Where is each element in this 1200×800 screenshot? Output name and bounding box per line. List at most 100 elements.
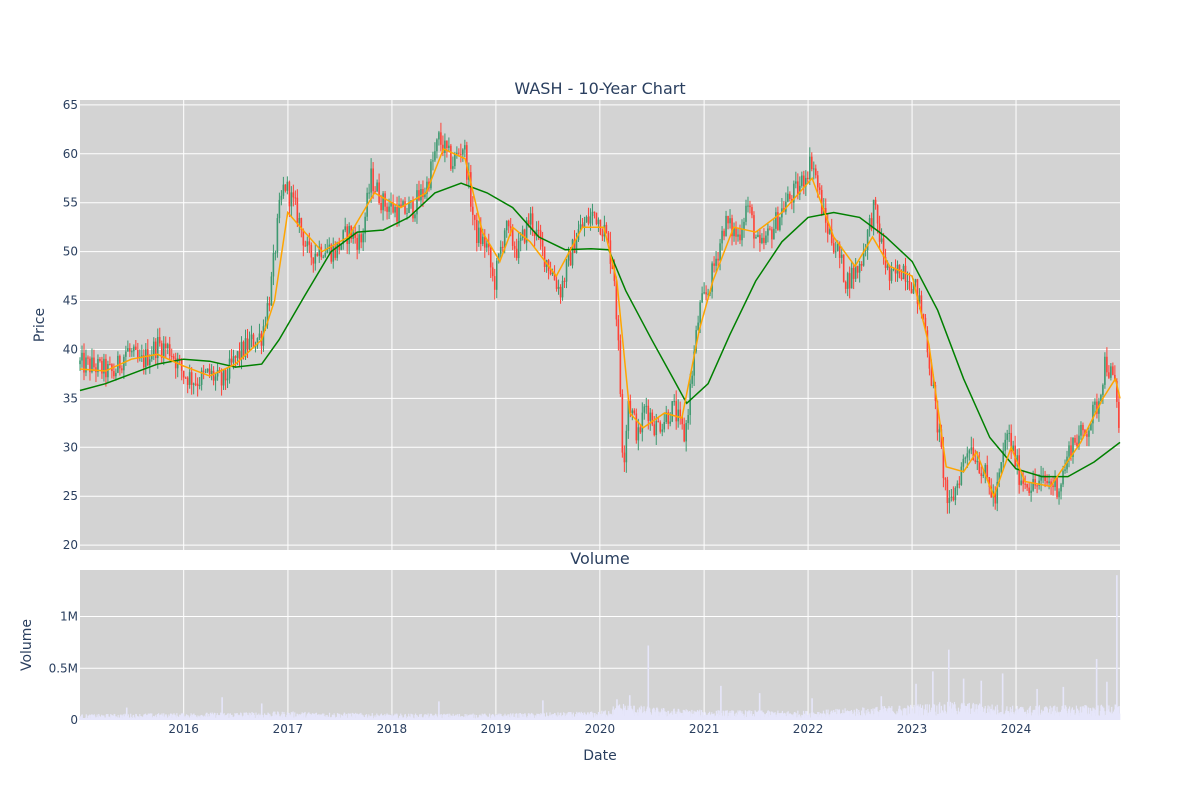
volume-bar <box>294 712 296 720</box>
candle-up-body <box>236 351 239 358</box>
volume-bar <box>201 715 204 720</box>
candle-up-body <box>914 279 917 283</box>
candle-up-body <box>1032 479 1034 491</box>
candle-up-body <box>846 273 849 289</box>
candle-down-body <box>797 181 799 195</box>
candle-down-body <box>974 459 977 463</box>
candle-down-body <box>220 372 223 386</box>
candle-down-body <box>826 222 829 234</box>
candle-up-body <box>326 249 329 254</box>
volume-bar <box>523 714 525 720</box>
volume-bar <box>405 715 407 720</box>
candle-down-body <box>284 184 287 191</box>
candle-down-body <box>1044 475 1046 482</box>
volume-bar <box>696 710 699 720</box>
candle-up-body <box>743 221 745 230</box>
candle-up-body <box>703 292 705 294</box>
volume-y-axis-title: Volume <box>19 619 35 671</box>
candle-up-body <box>733 228 735 237</box>
volume-bar <box>320 714 322 720</box>
candle-down-body <box>392 202 394 213</box>
volume-bar <box>761 710 763 720</box>
candle-up-body <box>840 254 843 258</box>
candle-down-body <box>294 197 297 199</box>
candle-up-body <box>81 352 83 361</box>
candle-up-body <box>858 263 861 273</box>
volume-bar <box>515 713 517 720</box>
volume-bar <box>702 712 704 720</box>
volume-bar <box>89 715 91 720</box>
candle-up-body <box>693 351 695 376</box>
volume-bar <box>328 712 331 720</box>
candle-up-body <box>280 195 283 200</box>
volume-bar <box>109 717 111 720</box>
volume-bar <box>253 714 255 720</box>
volume-bar <box>969 708 971 720</box>
candle-down-body <box>472 206 474 215</box>
volume-bar <box>997 709 999 720</box>
candle-down-body <box>129 348 131 352</box>
candle-down-body <box>681 416 683 425</box>
candle-up-body <box>452 166 454 169</box>
candle-down-body <box>330 244 333 262</box>
volume-bar <box>223 713 225 720</box>
volume-bar <box>489 713 491 720</box>
volume-bar <box>169 713 172 720</box>
volume-bars <box>79 575 1121 720</box>
candle-up-body <box>127 348 129 352</box>
price-y-tick-label: 35 <box>63 391 78 405</box>
candle-down-body <box>958 483 961 485</box>
candle-up-body <box>661 429 664 432</box>
candle-down-body <box>771 229 773 240</box>
candle-down-body <box>418 190 420 201</box>
candle-down-body <box>980 473 983 476</box>
candle-up-body <box>456 152 458 155</box>
candle-up-body <box>567 252 570 261</box>
candle-up-body <box>388 206 390 212</box>
volume-y-tick-label: 0.5M <box>49 661 78 675</box>
volume-bar <box>1046 708 1048 720</box>
candle-up-body <box>954 487 957 501</box>
candle-down-body <box>541 240 544 247</box>
volume-y-tick-label: 0 <box>70 713 78 727</box>
candle-up-body <box>715 258 717 266</box>
volume-bar <box>972 702 974 720</box>
candle-up-body <box>970 447 973 451</box>
candle-down-body <box>208 368 211 375</box>
candle-up-body <box>1048 481 1050 484</box>
volume-bar <box>1073 709 1075 720</box>
volume-bar <box>900 711 903 720</box>
candle-up-body <box>761 237 763 243</box>
candle-down-body <box>876 205 879 224</box>
candle-up-body <box>505 220 508 231</box>
candle-down-body <box>312 257 315 264</box>
volume-bar <box>190 713 192 720</box>
candle-up-body <box>517 240 520 259</box>
candle-up-body <box>812 168 815 170</box>
volume-spike-bar <box>1116 575 1118 720</box>
candle-up-body <box>1090 423 1092 431</box>
candle-down-body <box>647 405 650 421</box>
candle-down-body <box>679 409 681 417</box>
candle-up-body <box>785 201 787 212</box>
candle-up-body <box>673 401 676 403</box>
candle-down-body <box>555 280 558 289</box>
volume-bar <box>551 714 553 720</box>
candle-up-body <box>444 140 446 154</box>
candle-up-body <box>434 151 436 161</box>
candle-up-body <box>643 406 646 413</box>
candle-up-body <box>368 192 370 194</box>
candle-up-body <box>729 218 731 224</box>
volume-bar <box>121 715 123 720</box>
candle-down-body <box>164 343 167 348</box>
candle-down-body <box>242 341 245 358</box>
candle-down-body <box>635 413 638 441</box>
volume-bar <box>529 714 531 720</box>
volume-bar <box>287 713 289 720</box>
candle-up-body <box>1072 437 1074 457</box>
candle-up-body <box>232 356 235 363</box>
candle-up-body <box>862 250 865 266</box>
candle-up-body <box>1000 462 1003 473</box>
volume-bar <box>977 705 980 720</box>
candle-up-body <box>264 325 267 327</box>
